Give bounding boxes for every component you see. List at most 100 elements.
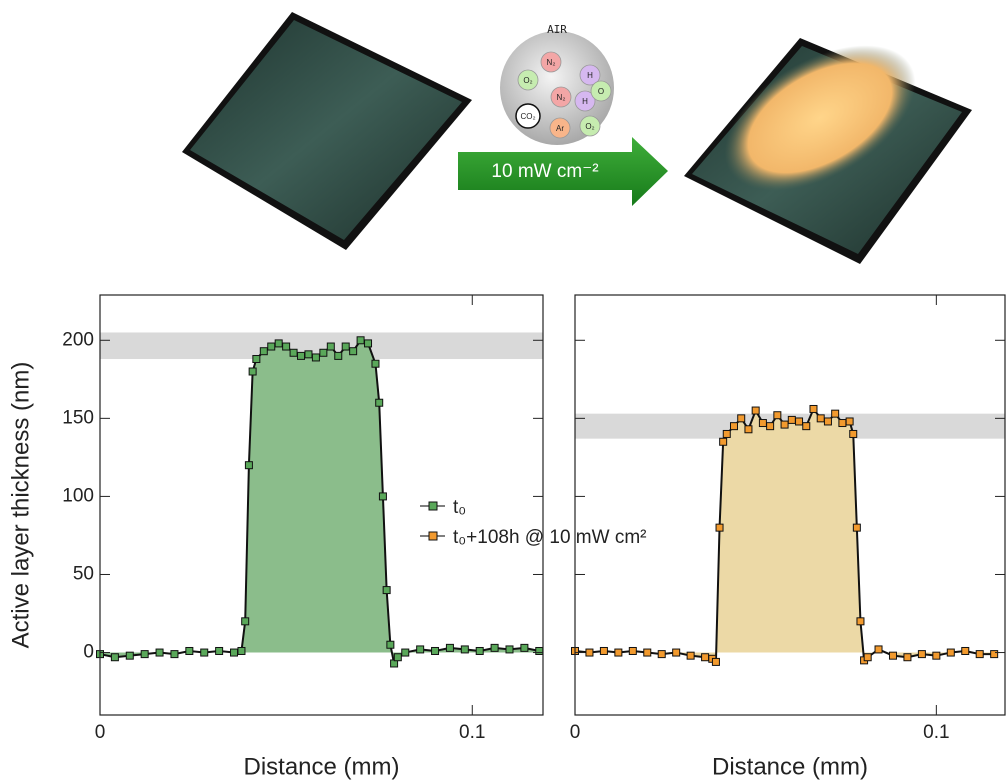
marker <box>628 646 637 655</box>
marker <box>215 646 224 655</box>
marker <box>185 646 194 655</box>
marker <box>990 650 999 659</box>
marker <box>845 417 854 426</box>
molecule <box>517 69 539 91</box>
marker <box>252 355 261 364</box>
marker <box>766 422 775 431</box>
marker <box>244 461 253 470</box>
molecule-label: N₂ <box>547 58 556 67</box>
arrow <box>458 137 668 206</box>
molecule-label: O₂ <box>523 76 532 85</box>
marker <box>599 646 608 655</box>
marker <box>856 617 865 626</box>
marker <box>816 414 825 423</box>
marker <box>375 398 384 407</box>
area <box>575 408 995 662</box>
chart: t₀+108h @ 10 mW cm² 0 0.1 Distance (mm) <box>420 294 1006 780</box>
marker <box>751 406 760 415</box>
marker <box>475 646 484 655</box>
molecule <box>515 103 541 129</box>
marker <box>722 429 731 438</box>
marker <box>282 342 291 351</box>
marker <box>431 646 440 655</box>
molecule <box>579 115 601 137</box>
marker <box>319 348 328 357</box>
marker <box>715 523 724 532</box>
marker <box>787 415 796 424</box>
marker <box>711 657 720 666</box>
plot-frame <box>574 294 1006 716</box>
legend-marker <box>428 531 438 541</box>
molecule <box>550 86 572 108</box>
marker <box>744 425 753 434</box>
marker <box>823 417 832 426</box>
marker <box>795 417 804 426</box>
marker <box>267 342 276 351</box>
plot-frame <box>99 294 544 716</box>
x-axis-label: Distance (mm) <box>712 753 868 780</box>
marker <box>364 339 373 348</box>
marker <box>932 651 941 660</box>
marker <box>341 342 350 351</box>
marker <box>155 648 164 657</box>
marker <box>401 648 410 657</box>
marker <box>672 648 681 657</box>
marker <box>505 645 514 654</box>
marker <box>490 643 499 652</box>
chart: t₀ 0 0.1 0 50 100 150 200 Distance (mm) Active la… <box>7 294 544 780</box>
legend-marker <box>428 501 438 511</box>
marker <box>903 653 912 662</box>
marker <box>237 646 246 655</box>
marker <box>382 586 391 595</box>
marker <box>946 648 955 657</box>
marker <box>719 437 728 446</box>
marker <box>729 422 738 431</box>
x-tick-label: 0 <box>95 722 106 743</box>
marker <box>809 404 818 413</box>
marker <box>334 351 343 360</box>
molecule-label: N₂ <box>557 93 566 102</box>
marker <box>780 420 789 429</box>
marker <box>241 617 250 626</box>
marker <box>737 414 746 423</box>
marker <box>520 643 529 652</box>
marker <box>535 646 544 655</box>
plots: t₀ 0 0.1 0 50 100 150 200 Distance (mm) Active la… <box>7 294 1006 780</box>
marker <box>643 648 652 657</box>
marker <box>274 339 283 348</box>
marker <box>140 650 149 659</box>
marker <box>701 653 710 662</box>
marker <box>200 648 209 657</box>
marker <box>863 653 872 662</box>
marker <box>304 350 313 359</box>
marker <box>110 653 119 662</box>
arrow-label: 10 mW cm⁻² <box>491 161 598 182</box>
marker <box>445 643 454 652</box>
marker <box>386 640 395 649</box>
marker <box>838 419 847 428</box>
marker <box>311 353 320 362</box>
molecule <box>590 80 612 102</box>
y-tick-label: 200 <box>62 329 94 350</box>
molecule-label: CO₂ <box>520 112 535 121</box>
marker <box>917 650 926 659</box>
legend-label: t₀+108h @ 10 mW cm² <box>453 527 646 548</box>
molecule <box>574 90 596 112</box>
molecule-label: O₂ <box>585 122 594 131</box>
molecule-label: Ar <box>556 124 564 133</box>
molecule <box>549 117 571 139</box>
marker <box>125 651 134 660</box>
y-tick-label: 150 <box>62 407 94 428</box>
marker <box>326 342 335 351</box>
marker <box>416 645 425 654</box>
marker <box>378 492 387 501</box>
area <box>100 340 540 664</box>
marker <box>585 648 594 657</box>
photo-aged <box>684 38 972 264</box>
y-tick-label: 100 <box>62 485 94 506</box>
x-tick-label: 0.1 <box>923 722 949 743</box>
marker <box>888 651 897 660</box>
marker <box>773 411 782 420</box>
